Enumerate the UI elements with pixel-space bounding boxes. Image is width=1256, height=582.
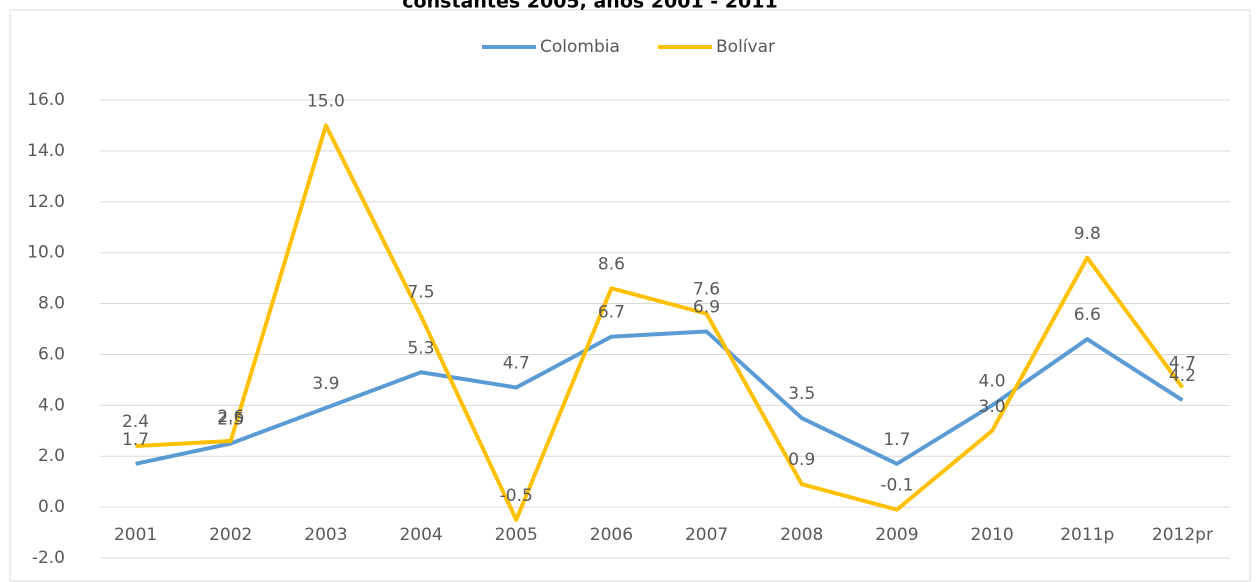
data-label: -0.1 [880,476,913,496]
data-label: 4.0 [979,371,1006,391]
x-tick-label: 2008 [780,525,823,545]
data-label: 6.6 [1074,305,1101,325]
y-tick-label: 4.0 [38,395,65,415]
data-label: 5.3 [408,338,435,358]
y-tick-label: 0.0 [38,497,65,517]
x-tick-label: 2009 [875,525,918,545]
x-tick-label: 2010 [970,525,1013,545]
y-tick-label: 14.0 [27,141,65,161]
y-tick-label: 6.0 [38,344,65,364]
chart-frame [9,9,1251,582]
data-label: 2.4 [122,412,149,432]
data-label: 15.0 [307,91,345,111]
data-label: 4.7 [503,354,530,374]
data-label: 4.2 [1169,366,1196,386]
data-label: 1.7 [122,430,149,450]
series-line [135,329,1184,466]
data-label: 1.7 [883,430,910,450]
data-label: 3.9 [312,374,339,394]
data-label: 6.7 [598,303,625,323]
x-tick-label: 2007 [685,525,728,545]
chart-title: constantes 2005, años 2001 - 2011 [402,0,777,13]
x-tick-label: 2003 [304,525,347,545]
legend-label: Colombia [540,37,620,57]
x-tick-label: 2012pr [1152,525,1213,545]
y-tick-label: 10.0 [27,243,65,263]
data-label: 3.0 [979,397,1006,417]
data-label: 2.5 [217,410,244,430]
data-label: 6.9 [693,298,720,318]
data-label: -0.5 [500,486,533,506]
x-tick-label: 2005 [495,525,538,545]
data-label: 0.9 [788,450,815,470]
legend-label: Bolívar [716,37,775,57]
x-tick-label: 2011p [1060,525,1114,545]
y-tick-label: 2.0 [38,446,65,466]
data-label: 4.7 [1169,354,1196,374]
y-tick-label: 8.0 [38,294,65,314]
y-tick-label: -2.0 [32,548,65,568]
x-tick-label: 2004 [399,525,442,545]
data-label: 3.5 [788,384,815,404]
data-label: 7.6 [693,280,720,300]
data-label: 9.8 [1074,224,1101,244]
data-label: 7.5 [408,282,435,302]
x-tick-label: 2002 [209,525,252,545]
data-label: 8.6 [598,254,625,274]
series-line [135,123,1185,522]
y-tick-label: 16.0 [27,90,65,110]
data-label: 2.6 [217,407,244,427]
x-tick-label: 2006 [590,525,633,545]
x-tick-label: 2001 [114,525,157,545]
y-tick-label: 12.0 [27,192,65,212]
